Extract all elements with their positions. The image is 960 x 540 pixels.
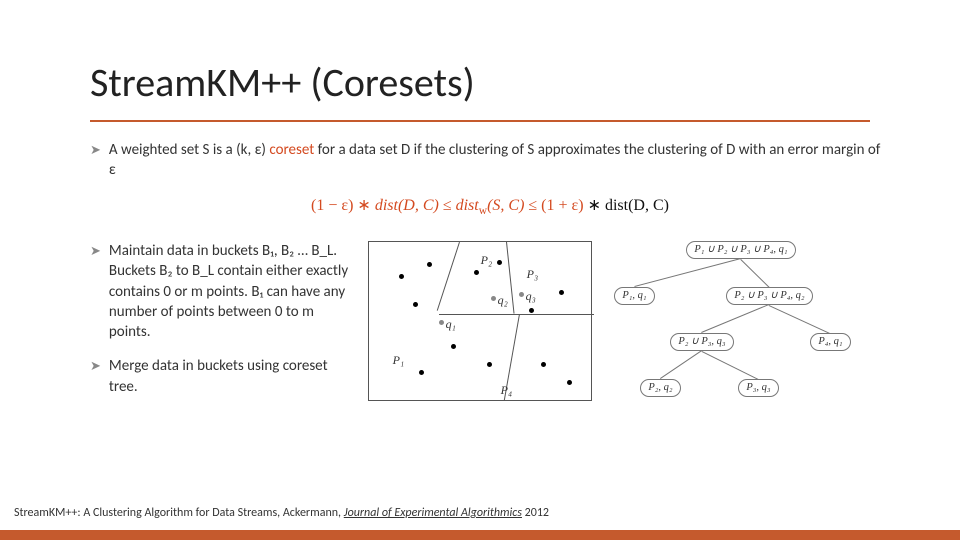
tree-edge — [660, 350, 702, 379]
data-point — [427, 262, 432, 267]
citation-year: 2012 — [522, 506, 549, 520]
citation-journal: Journal of Experimental Algorithmics — [344, 506, 522, 520]
f-mid: dist — [456, 197, 479, 214]
partition-line — [439, 314, 594, 315]
region-label: P₁ — [393, 352, 405, 368]
f-midsub: w — [479, 205, 487, 217]
data-point — [419, 370, 424, 375]
f-midargs: (S, C) — [487, 197, 524, 214]
bullet-text: A weighted set S is a (k, ε) coreset for… — [109, 140, 890, 181]
bullet-arrow-icon: ➤ — [90, 358, 101, 397]
centroid-label: q₁ — [446, 316, 456, 332]
title-underline — [90, 120, 870, 122]
data-point — [567, 380, 572, 385]
coreset-word: coreset — [269, 141, 314, 159]
b2-line2: Buckets B₂ to B_L contain either exactly… — [109, 262, 348, 341]
slide-title: StreamKM++ (Coresets) — [90, 58, 475, 107]
bullet-arrow-icon: ➤ — [90, 142, 101, 181]
data-point — [487, 362, 492, 367]
data-point — [541, 362, 546, 367]
b2-line1: Maintain data in buckets B₁, B₂ … B_L. — [109, 242, 337, 260]
data-point — [413, 302, 418, 307]
tree-edge — [634, 258, 741, 287]
region-label: P₃ — [527, 266, 539, 282]
partition-diagram: q₁ q₂ q₃ P₁ P₂ P₃ P₄ — [368, 241, 593, 401]
centroid-point — [519, 292, 524, 297]
citation-prefix: StreamKM++: A Clustering Algorithm for D… — [14, 506, 344, 520]
data-point — [497, 260, 502, 265]
data-point — [529, 308, 534, 313]
slide: StreamKM++ (Coresets) ➤ A weighted set S… — [0, 0, 960, 540]
slide-body: ➤ A weighted set S is a (k, ε) coreset f… — [90, 140, 890, 411]
region-label: P₄ — [501, 382, 513, 398]
bullet-text: Maintain data in buckets B₁, B₂ … B_L. B… — [109, 241, 350, 342]
tree-node: P₁ ∪ P₂ ∪ P₃ ∪ P₄, q₁ — [686, 241, 795, 259]
bullet-arrow-icon: ➤ — [90, 243, 101, 342]
region-label: P₂ — [481, 252, 493, 268]
bullet-merge: ➤ Merge data in buckets using coreset tr… — [90, 356, 350, 397]
centroid-label: q₃ — [526, 288, 536, 304]
tree-node: P₁, q₁ — [614, 287, 654, 305]
f-star: ∗ — [584, 197, 605, 214]
data-point — [559, 290, 564, 295]
centroid-point — [439, 320, 444, 325]
footer-accent-bar — [0, 530, 960, 540]
tree-edge — [769, 305, 830, 334]
data-point — [399, 274, 404, 279]
bullet-buckets: ➤ Maintain data in buckets B₁, B₂ … B_L.… — [90, 241, 350, 342]
coreset-inequality: (1 − ε) ∗ dist(D, C) ≤ distw(S, C) ≤ (1 … — [90, 195, 890, 220]
text-column: ➤ Maintain data in buckets B₁, B₂ … B_L.… — [90, 241, 350, 411]
data-point — [474, 270, 479, 275]
f-leq1: ≤ — [439, 197, 456, 214]
tree-node: P₂ ∪ P₃ ∪ P₄, q₂ — [726, 287, 812, 305]
tree-edge — [740, 259, 769, 288]
f-dist1: dist(D, C) — [375, 197, 439, 214]
tree-node: P₃, q₃ — [738, 379, 778, 397]
three-column-row: ➤ Maintain data in buckets B₁, B₂ … B_L.… — [90, 241, 890, 411]
intro-prefix: A weighted set S is a (k, ε) — [109, 141, 269, 159]
f-dist2: dist(D, C) — [605, 197, 669, 214]
coreset-tree-diagram: P₁ ∪ P₂ ∪ P₃ ∪ P₄, q₁ P₁, q₁ P₂ ∪ P₃ ∪ P₄,… — [610, 241, 890, 411]
tree-edge — [701, 351, 758, 380]
tree-node: P₂ ∪ P₃, q₃ — [670, 333, 733, 351]
citation: StreamKM++: A Clustering Algorithm for D… — [14, 506, 549, 520]
tree-node: P₂, q₂ — [640, 379, 680, 397]
centroid-label: q₂ — [498, 292, 508, 308]
f-rhs: (1 + ε) — [541, 197, 583, 214]
b3-text: Merge data in buckets using coreset tree… — [109, 356, 350, 397]
data-point — [451, 344, 456, 349]
centroid-point — [491, 296, 496, 301]
f-lhs: (1 − ε) ∗ — [311, 197, 375, 214]
tree-node: P₄, q₁ — [810, 333, 850, 351]
bullet-coreset-def: ➤ A weighted set S is a (k, ε) coreset f… — [90, 140, 890, 181]
tree-edge — [701, 304, 769, 333]
f-leq2: ≤ — [524, 197, 541, 214]
partition-line — [436, 242, 459, 311]
